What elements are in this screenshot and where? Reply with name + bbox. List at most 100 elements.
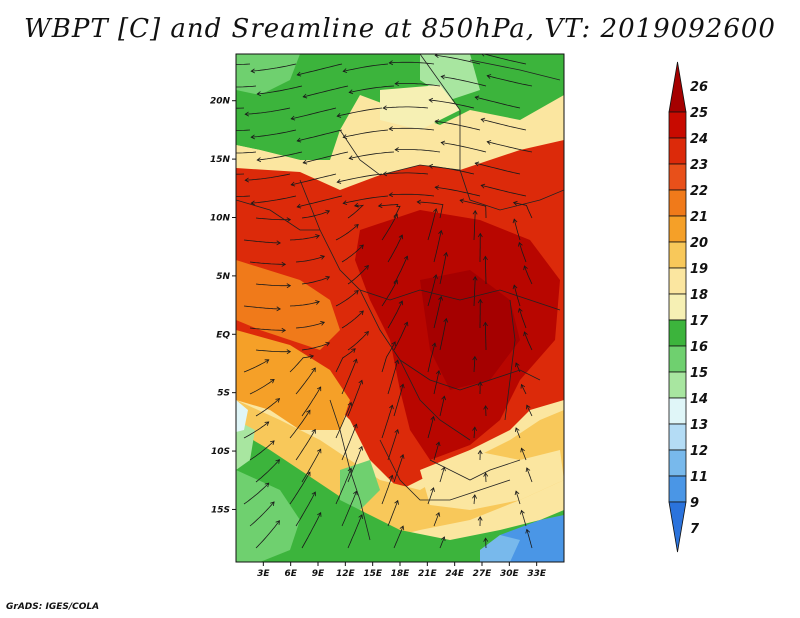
lat-label: 10S bbox=[211, 447, 230, 457]
streamline-arrow bbox=[523, 265, 528, 271]
streamline-arrow bbox=[205, 193, 209, 197]
streamline-arrow bbox=[474, 95, 480, 101]
streamline bbox=[301, 512, 322, 549]
streamline-arrow bbox=[526, 404, 531, 410]
colorbar-swatch bbox=[668, 345, 687, 373]
streamline bbox=[236, 85, 257, 88]
streamline-arrow bbox=[359, 244, 364, 250]
colorbar-label: 22 bbox=[690, 184, 708, 199]
streamline-arrow bbox=[523, 331, 528, 337]
streamline bbox=[255, 283, 291, 287]
lat-label: 15S bbox=[211, 505, 230, 515]
streamline-arrow bbox=[317, 512, 322, 517]
streamline bbox=[255, 398, 280, 417]
streamline-arrow bbox=[443, 317, 449, 323]
streamline bbox=[526, 529, 533, 549]
streamline-arrow bbox=[443, 251, 449, 257]
grads-credit: GrADS: IGES/COLA bbox=[6, 602, 100, 612]
streamline-arrow bbox=[211, 84, 215, 88]
lat-label: 5S bbox=[217, 389, 230, 399]
streamline-arrow bbox=[388, 60, 394, 66]
latitude-axis: 20N 15N 10N 5N EQ 5S 10S 15S bbox=[210, 97, 236, 515]
streamlines bbox=[199, 54, 533, 549]
streamline bbox=[439, 396, 445, 417]
colorbar-label: 25 bbox=[690, 106, 708, 121]
streamline-arrow bbox=[477, 516, 483, 521]
streamline bbox=[335, 224, 359, 241]
streamline-arrow bbox=[211, 150, 215, 154]
streamline-arrow bbox=[256, 91, 262, 97]
lat-label: 20N bbox=[210, 97, 231, 107]
streamline-arrow bbox=[483, 321, 488, 327]
colorbar-label: 14 bbox=[690, 392, 708, 407]
streamline bbox=[251, 129, 297, 138]
streamline-arrow bbox=[393, 279, 398, 285]
streamline-arrow bbox=[393, 213, 398, 219]
streamline-arrow bbox=[525, 528, 531, 534]
lon-label: 24E bbox=[445, 569, 465, 579]
lat-label: 5N bbox=[216, 272, 230, 282]
streamline-arrow bbox=[264, 421, 270, 426]
streamline-arrow bbox=[428, 97, 434, 103]
streamline-arrow bbox=[256, 157, 262, 163]
streamline-arrow bbox=[244, 177, 249, 183]
streamline bbox=[236, 195, 251, 197]
streamline-arrow bbox=[348, 155, 354, 161]
streamline-arrow bbox=[515, 362, 520, 368]
streamline bbox=[255, 520, 280, 549]
streamline-arrow bbox=[477, 298, 483, 304]
streamline bbox=[257, 85, 303, 95]
streamline bbox=[526, 467, 533, 483]
colorbar-label: 16 bbox=[690, 340, 708, 355]
streamline-arrow bbox=[199, 104, 203, 108]
streamline-arrow bbox=[270, 440, 275, 445]
streamline-arrow bbox=[483, 472, 489, 477]
lon-label: 3E bbox=[257, 569, 270, 579]
lon-label: 30E bbox=[500, 569, 520, 579]
streamline bbox=[245, 107, 291, 115]
colorbar-swatch bbox=[668, 189, 687, 217]
streamline-arrow bbox=[483, 537, 489, 542]
colorbar-label: 19 bbox=[690, 262, 708, 277]
colorbar-swatch bbox=[668, 319, 687, 347]
streamline bbox=[393, 384, 404, 417]
streamline-arrow bbox=[440, 140, 446, 146]
lon-label: 27E bbox=[473, 569, 493, 579]
streamline-arrow bbox=[435, 369, 441, 375]
streamline bbox=[393, 525, 404, 549]
streamline bbox=[245, 173, 291, 181]
streamline-arrow bbox=[316, 386, 322, 392]
streamline bbox=[515, 427, 521, 439]
streamline-arrow bbox=[512, 284, 518, 290]
streamline-arrow bbox=[205, 127, 209, 131]
streamline-arrow bbox=[320, 321, 326, 326]
colorbar-swatch bbox=[668, 241, 687, 269]
streamline bbox=[383, 106, 429, 109]
streamline bbox=[387, 234, 403, 263]
streamline-arrow bbox=[290, 115, 296, 121]
streamline-arrow bbox=[486, 140, 492, 145]
lon-label: 6E bbox=[284, 569, 297, 579]
streamline-arrow bbox=[276, 240, 281, 246]
streamline bbox=[395, 83, 441, 87]
streamline bbox=[473, 494, 476, 505]
streamline bbox=[347, 204, 365, 219]
streamline-arrow bbox=[347, 467, 353, 473]
streamline-arrow bbox=[517, 241, 523, 247]
wbpt-field bbox=[199, 54, 564, 562]
lat-label: 10N bbox=[210, 213, 231, 223]
colorbar-swatch bbox=[668, 423, 687, 451]
streamline bbox=[295, 321, 325, 329]
gulf-orange bbox=[236, 260, 340, 350]
streamline bbox=[349, 151, 395, 159]
country-borders bbox=[236, 54, 564, 541]
colorbar-label: 21 bbox=[690, 210, 708, 225]
streamline-arrow bbox=[394, 499, 399, 505]
streamline bbox=[303, 151, 349, 164]
streamline-arrow bbox=[474, 161, 480, 167]
streamline-arrow bbox=[514, 490, 520, 496]
streamline bbox=[295, 367, 316, 395]
streamline-arrow bbox=[325, 275, 331, 281]
streamline bbox=[518, 308, 527, 329]
colorbar-swatch bbox=[668, 163, 687, 191]
